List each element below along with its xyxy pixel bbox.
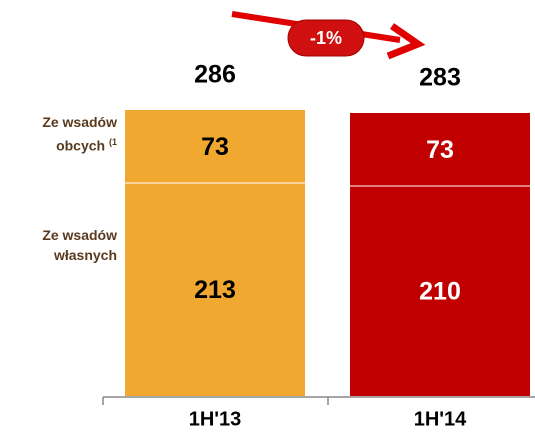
total-label: 286 xyxy=(194,61,236,89)
segment-label: 213 xyxy=(194,276,236,304)
x-tick-label: 1H'13 xyxy=(189,408,242,430)
change-badge xyxy=(287,19,365,57)
total-label: 283 xyxy=(419,64,461,92)
arrow-head xyxy=(386,23,426,60)
footnote-marker: (1 xyxy=(108,137,117,147)
legend-text: Ze wsadów obcych xyxy=(42,114,117,154)
segment-label: 73 xyxy=(426,136,454,164)
change-label: -1% xyxy=(310,28,342,48)
bar-segment xyxy=(350,113,530,186)
legend-label: Ze wsadów własnych xyxy=(7,225,117,265)
x-tick-label: 1H'14 xyxy=(414,408,467,430)
legend-label: Ze wsadów obcych (1 xyxy=(7,112,117,156)
segment-label: 73 xyxy=(201,133,229,161)
bar-segment xyxy=(350,186,530,396)
segment-label: 210 xyxy=(419,278,461,306)
legend-text: Ze wsadów własnych xyxy=(42,226,117,263)
bar-segment xyxy=(125,183,305,396)
bar-segment xyxy=(125,110,305,183)
